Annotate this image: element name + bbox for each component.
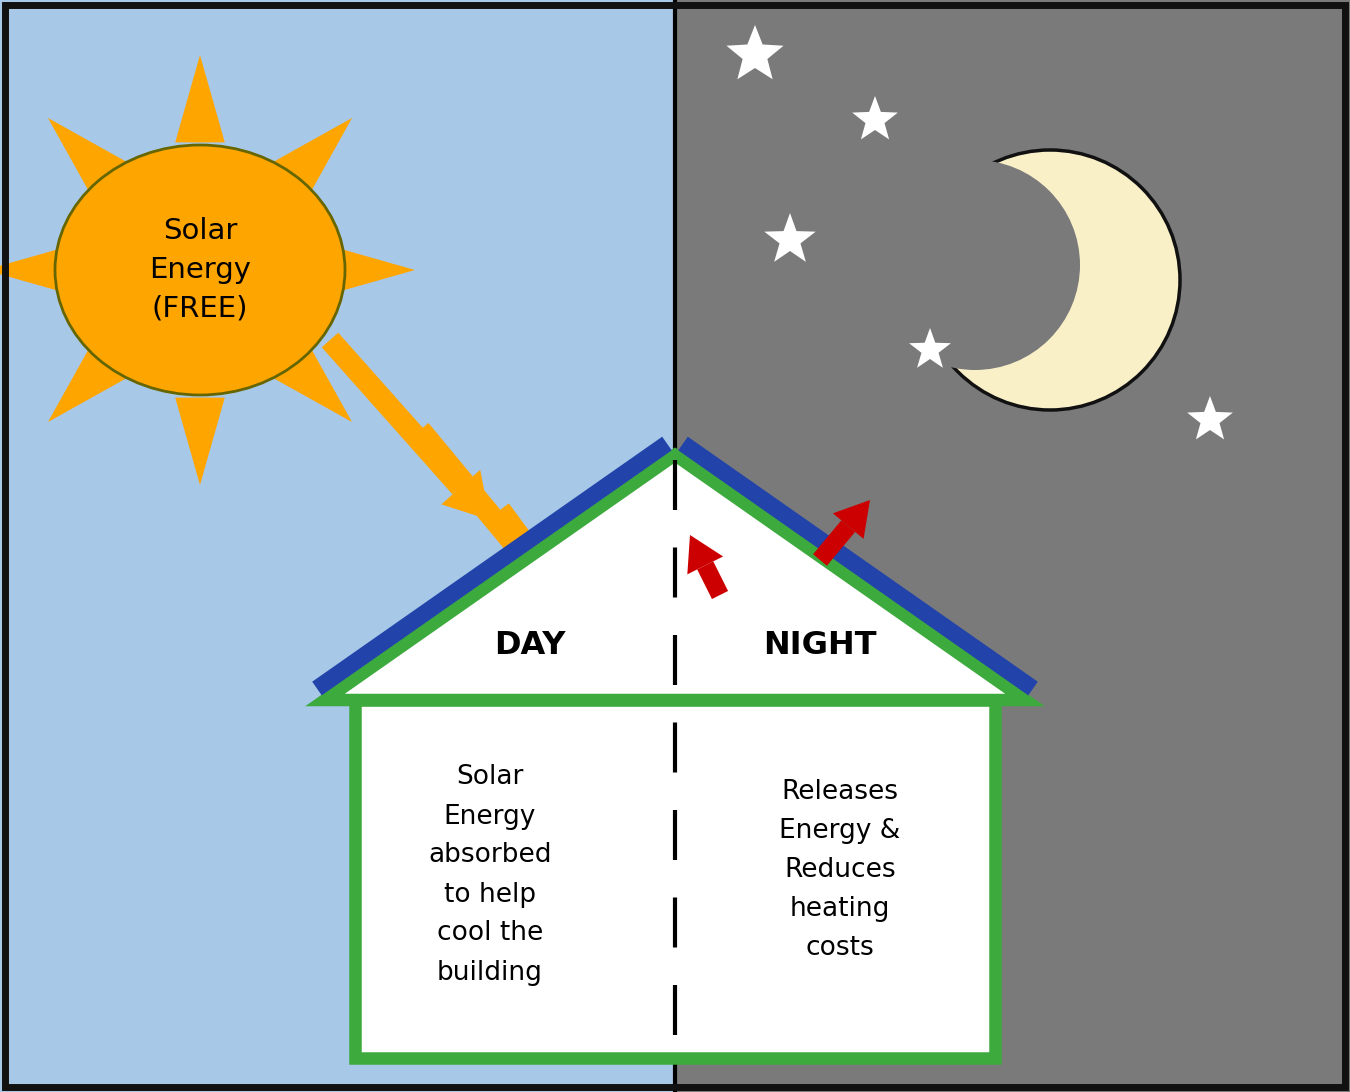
- Polygon shape: [273, 343, 352, 422]
- Polygon shape: [687, 535, 724, 574]
- Polygon shape: [49, 343, 127, 422]
- Polygon shape: [583, 634, 630, 685]
- Text: Solar
Energy
absorbed
to help
cool the
building: Solar Energy absorbed to help cool the b…: [428, 764, 552, 985]
- Text: DAY: DAY: [494, 629, 566, 661]
- Bar: [355, 700, 995, 1058]
- Ellipse shape: [55, 145, 346, 395]
- Polygon shape: [1187, 396, 1233, 439]
- Text: Releases
Energy &
Reduces
heating
costs: Releases Energy & Reduces heating costs: [779, 779, 900, 961]
- Polygon shape: [273, 118, 352, 198]
- Polygon shape: [726, 25, 783, 80]
- Text: Solar
Energy
(FREE): Solar Energy (FREE): [148, 217, 251, 323]
- Polygon shape: [325, 455, 1025, 700]
- Polygon shape: [852, 96, 898, 140]
- Polygon shape: [441, 470, 490, 520]
- Polygon shape: [321, 333, 468, 495]
- Polygon shape: [412, 423, 545, 578]
- Polygon shape: [813, 521, 855, 566]
- Polygon shape: [833, 500, 869, 539]
- Polygon shape: [49, 118, 127, 198]
- Circle shape: [919, 150, 1180, 410]
- Polygon shape: [176, 397, 225, 485]
- Polygon shape: [491, 503, 613, 656]
- Polygon shape: [909, 328, 950, 368]
- Text: NIGHT: NIGHT: [763, 629, 876, 661]
- Bar: [675, 0, 1350, 1092]
- Polygon shape: [328, 246, 414, 295]
- Polygon shape: [697, 561, 728, 600]
- Bar: [0, 0, 675, 1092]
- Polygon shape: [0, 246, 73, 295]
- Polygon shape: [764, 213, 815, 262]
- Polygon shape: [517, 555, 566, 605]
- Polygon shape: [176, 55, 225, 142]
- Circle shape: [869, 161, 1080, 370]
